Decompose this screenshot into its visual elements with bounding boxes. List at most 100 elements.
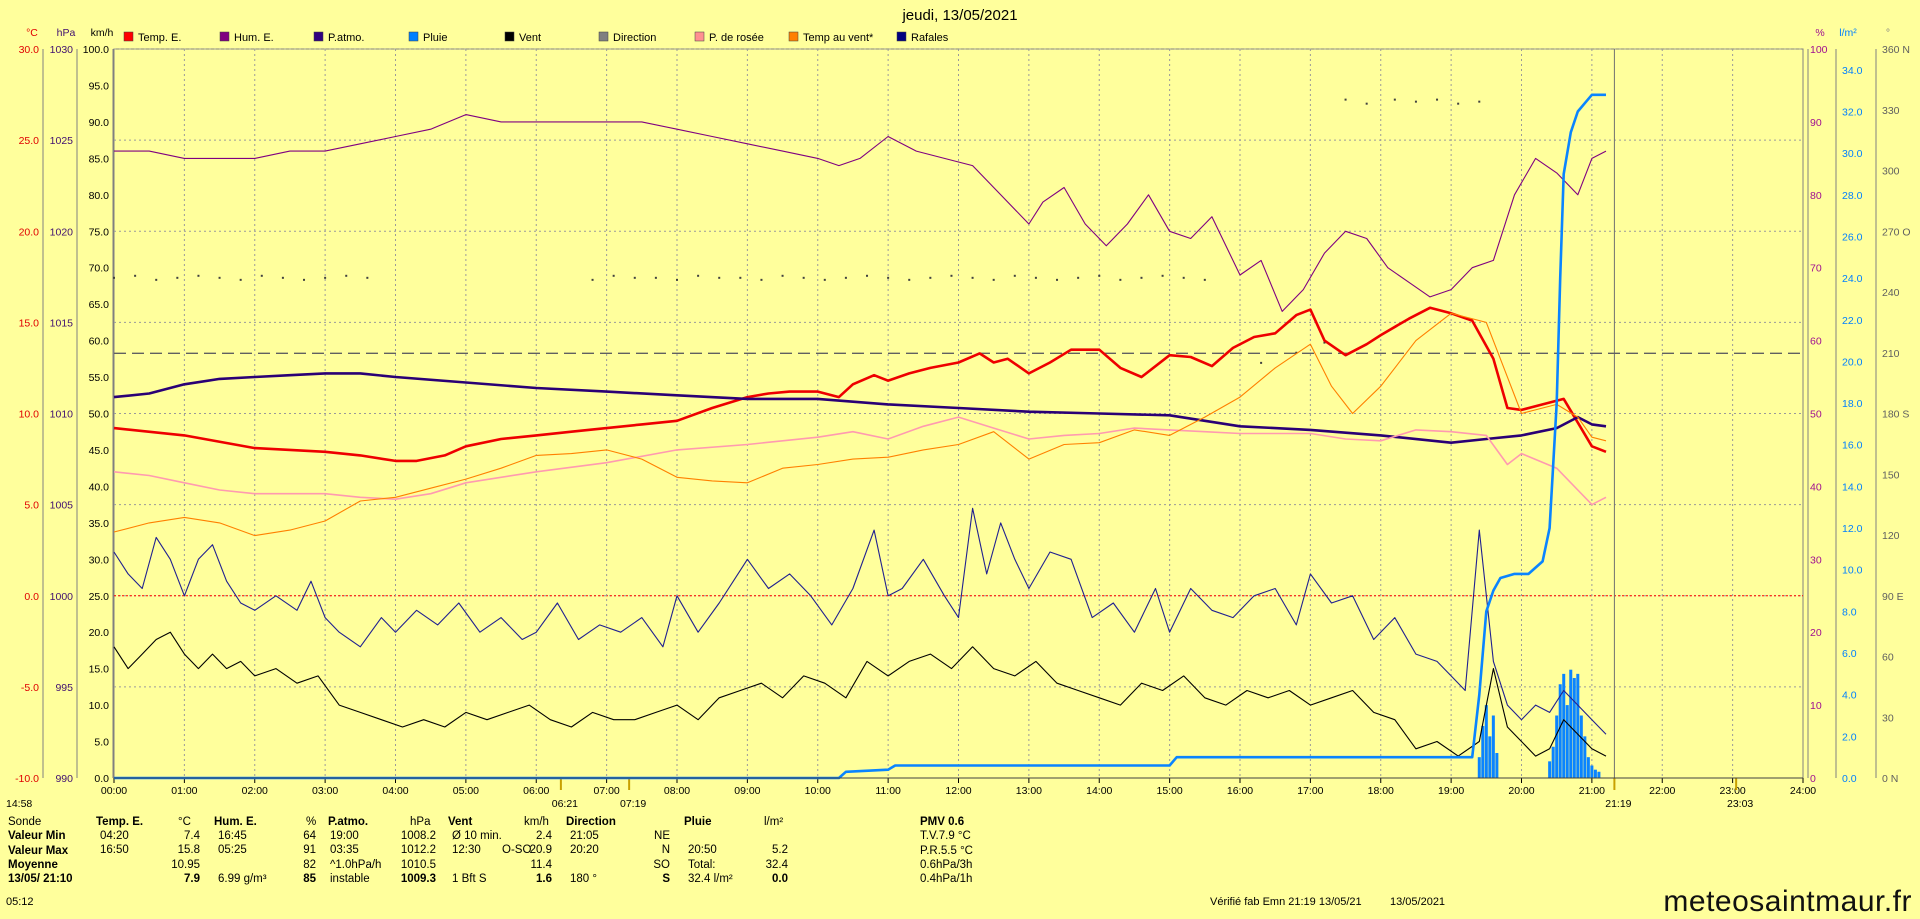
dir-current: S	[662, 872, 670, 885]
direction-point	[802, 276, 805, 279]
y2-tick-label-dir: 330	[1882, 105, 1900, 117]
direction-point	[1295, 351, 1298, 354]
row-label: Moyenne	[8, 858, 58, 871]
direction-point	[1436, 98, 1439, 101]
y-tick-label-°C: 5.0	[24, 500, 39, 512]
y-tick-label-°C: 20.0	[19, 226, 40, 238]
dir-max-time: 20:20	[570, 844, 599, 857]
patmo-times: 19:00 03:35 ^1.0hPa/h instable	[330, 829, 381, 886]
y-axis-unit-label: °C	[26, 27, 38, 39]
vent-values: 2.4 20.9 11.4 1.6	[512, 829, 552, 886]
direction-point	[1013, 274, 1016, 277]
rain-bar	[1495, 753, 1499, 778]
dir-deg: 180 °	[570, 872, 597, 885]
patmo-unit: hPa	[410, 816, 431, 828]
direction-point	[1161, 274, 1164, 277]
hum-min-time: 16:45	[218, 830, 247, 842]
rain-bar	[1477, 757, 1481, 778]
direction-point	[697, 274, 700, 277]
status-verified: Vérifié fab Emn 21:19 13/05/21	[1210, 896, 1362, 908]
vent-min: 2.4	[536, 830, 552, 842]
direction-point	[844, 276, 847, 279]
y-tick-label-km/h: 10.0	[89, 700, 110, 712]
dir-max: N	[661, 844, 670, 857]
y-tick-label-km/h: 80.0	[89, 190, 110, 202]
pmv-1h: 0.4hPa/1h	[920, 873, 973, 886]
x-tick-label: 03:00	[312, 785, 338, 797]
row-label: 13/05/ 21:10	[8, 873, 73, 886]
y2-tick-label-rain: 2.0	[1842, 731, 1857, 743]
legend-label: Hum. E.	[234, 32, 274, 44]
temp-times: 04:20 16:50	[100, 829, 129, 858]
y-tick-label-°C: 25.0	[19, 135, 40, 147]
pmv-tv: T.V.7.9 °C	[920, 830, 971, 843]
dir-avg: SO	[653, 858, 670, 871]
y2-tick-label-hum: 100	[1810, 44, 1828, 56]
dir-header: Direction	[566, 816, 616, 828]
x-tick-label: 06:00	[523, 785, 549, 797]
vent-bft: 1 Bft S	[452, 872, 487, 885]
temp-min: 7.4	[184, 830, 200, 842]
y2-tick-label-rain: 10.0	[1842, 565, 1863, 577]
x-tick-label: 08:00	[664, 785, 690, 797]
y2-tick-label-dir: 210	[1882, 348, 1900, 360]
legend-label: Temp au vent*	[803, 32, 874, 44]
rain-bar	[1558, 684, 1562, 778]
hum-max-time: 05:25	[218, 844, 247, 857]
direction-point	[612, 274, 615, 277]
rain-bar	[1491, 715, 1495, 778]
x-tick-label: 23:00	[1719, 785, 1745, 797]
y2-axis-unit-label: l/m²	[1839, 27, 1857, 39]
y-tick-label-hPa: 1030	[50, 44, 74, 56]
direction-point	[633, 276, 636, 279]
patmo-min: 1008.2	[400, 830, 436, 842]
y-tick-label-km/h: 100.0	[83, 44, 109, 56]
legend-swatch	[504, 31, 515, 42]
patmo-min-time: 19:00	[330, 830, 359, 842]
patmo-max-time: 03:35	[330, 844, 359, 857]
legend-swatch	[123, 31, 134, 42]
x-tick-label: 04:00	[382, 785, 408, 797]
y-tick-label-hPa: 1015	[50, 317, 74, 329]
y2-tick-label-hum: 40	[1810, 481, 1822, 493]
series-line-pluie	[114, 93, 1606, 780]
pluie-total: 32.4 l/m²	[688, 872, 733, 885]
direction-point	[1098, 274, 1101, 277]
y-tick-label-km/h: 30.0	[89, 554, 110, 566]
temp-unit: °C	[178, 816, 191, 828]
patmo-values: 1008.2 1012.2 1010.5 1009.3	[386, 829, 436, 886]
y2-tick-label-hum: 60	[1810, 336, 1822, 348]
direction-point	[1365, 102, 1368, 105]
patmo-header: P.atmo.	[328, 816, 369, 828]
legend-swatch	[408, 31, 419, 42]
y2-tick-label-hum: 0	[1810, 773, 1816, 785]
status-date: 13/05/2021	[1390, 896, 1446, 908]
dir-times: 21:05 20:20 180 °	[570, 829, 599, 886]
vent-max-time: 12:30	[452, 844, 481, 857]
y-tick-label-hPa: 1020	[50, 226, 74, 238]
y2-tick-label-dir: 360 N	[1882, 44, 1910, 56]
pluie-total-label: Total:	[688, 858, 716, 871]
dir-min: NE	[654, 830, 670, 842]
y-tick-label-km/h: 45.0	[89, 445, 110, 457]
direction-point	[676, 278, 678, 281]
hum-abs: 6.99 g/m³	[218, 872, 267, 885]
vent-header: Vent	[448, 816, 473, 828]
legend-label: Rafales	[911, 32, 949, 44]
y2-tick-label-rain: 14.0	[1842, 481, 1863, 493]
x-tick-label: 18:00	[1368, 785, 1394, 797]
direction-point	[1203, 278, 1206, 281]
rain-bar	[1548, 761, 1552, 778]
y-tick-label-°C: -5.0	[21, 682, 39, 694]
direction-point	[197, 274, 200, 277]
pluie-unit: l/m²	[764, 816, 784, 828]
x-tick-label: 13:00	[1016, 785, 1042, 797]
y2-tick-label-hum: 70	[1810, 263, 1822, 275]
legend-label: P.atmo.	[328, 32, 365, 44]
legend-label: Temp. E.	[138, 32, 181, 44]
y2-tick-label-rain: 6.0	[1842, 648, 1857, 660]
direction-point	[176, 276, 179, 279]
legend-label: Vent	[519, 32, 541, 44]
y2-tick-label-rain: 16.0	[1842, 440, 1863, 452]
